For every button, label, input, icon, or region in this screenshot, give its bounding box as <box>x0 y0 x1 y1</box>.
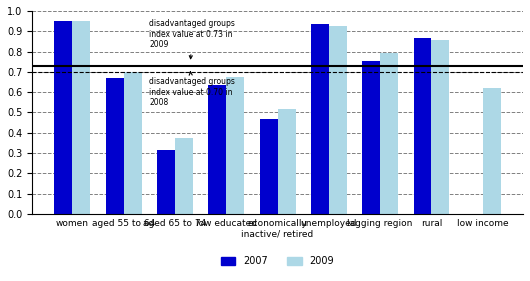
Bar <box>123 72 142 214</box>
Bar <box>362 61 380 214</box>
Bar <box>157 150 175 214</box>
Bar <box>260 119 278 214</box>
Bar <box>278 109 296 214</box>
Bar <box>329 26 347 214</box>
Bar <box>380 53 398 214</box>
Bar <box>431 40 449 214</box>
Bar <box>413 38 431 214</box>
Bar <box>175 138 193 214</box>
Bar <box>311 24 329 214</box>
Legend: 2007, 2009: 2007, 2009 <box>217 252 338 270</box>
Text: disadvantaged groups
index value at 0.73 in
2009: disadvantaged groups index value at 0.73… <box>149 19 235 59</box>
Text: disadvantaged groups
index value at 0.70 in
2008: disadvantaged groups index value at 0.70… <box>149 72 235 107</box>
Bar <box>72 21 90 214</box>
Bar <box>483 88 501 214</box>
Bar <box>105 78 123 214</box>
Bar <box>226 77 244 214</box>
Bar <box>55 21 72 214</box>
Bar <box>208 85 226 214</box>
